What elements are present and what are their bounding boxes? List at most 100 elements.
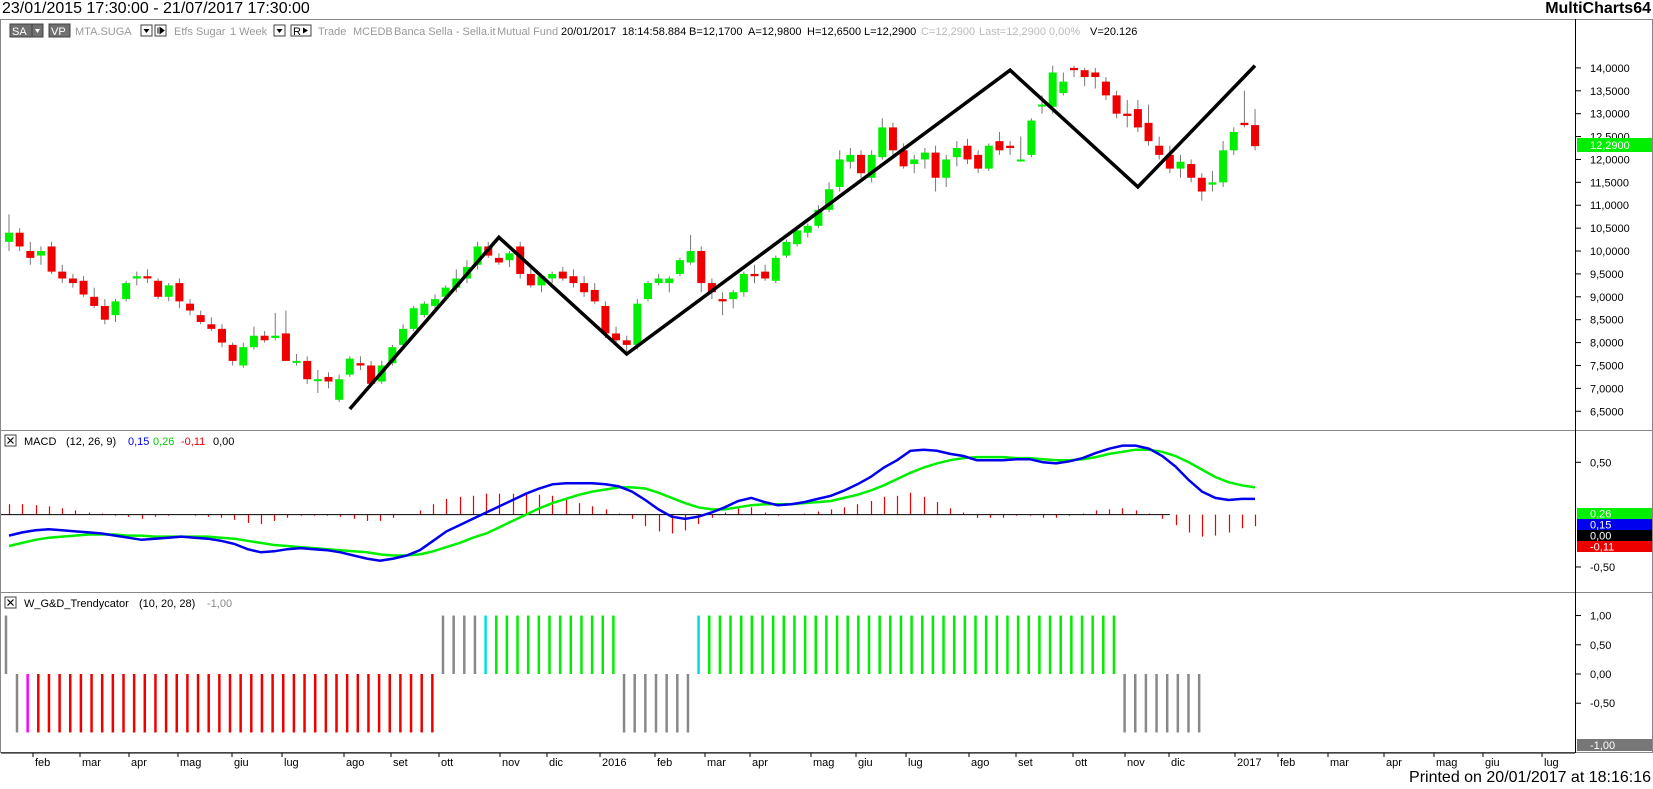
candle-body [707, 283, 716, 293]
macd-signal-line [8, 448, 1256, 557]
price-tick-label: 11,5000 [1590, 177, 1629, 189]
candle-body [335, 379, 344, 400]
price-tick-label: 7,5000 [1590, 360, 1624, 372]
time-tick-label: 2016 [602, 757, 626, 769]
candle-body [782, 241, 791, 256]
time-tick-label: dic [1171, 757, 1186, 769]
time-tick-label: lug [284, 757, 299, 769]
candle-body [345, 358, 354, 375]
macd-badge-label: 0,00 [1590, 531, 1611, 543]
zigzag-trendline [348, 64, 1257, 411]
vp-button[interactable] [48, 23, 71, 38]
time-tick-label: nov [1127, 757, 1145, 769]
chart-canvas[interactable]: SA VP MTA.SUGA Etfs Sugar 1 Week R Trade… [0, 0, 1653, 770]
candle-body [164, 285, 173, 297]
time-tick-label: ott [1075, 757, 1087, 769]
candle-body [601, 305, 610, 334]
trendycator-name: W_G&D_Trendycator [24, 598, 129, 610]
candle-body [846, 154, 855, 162]
candle-body [249, 335, 258, 348]
time-tick-label: 2017 [1237, 757, 1261, 769]
candle-body [505, 253, 514, 261]
time-tick-label: mag [1436, 757, 1457, 769]
candle-body [814, 209, 823, 226]
time-tick-label: lug [1544, 757, 1559, 769]
candle-body [942, 159, 951, 178]
candle-body [36, 251, 45, 256]
candle-body [718, 299, 727, 302]
printed-timestamp: Printed on 20/01/2017 at 18:16:16 [1409, 769, 1651, 786]
change-value: 0,00% [1049, 26, 1080, 38]
price-tick-label: 13,0000 [1590, 109, 1630, 121]
macd-line [8, 444, 1255, 562]
symbol-label[interactable]: MTA.SUGA [75, 26, 132, 38]
macd-panel[interactable] [0, 430, 1653, 593]
candle-body [1133, 109, 1142, 128]
candle-body [995, 141, 1004, 151]
candle-body [111, 301, 120, 316]
macd-badge [1577, 541, 1652, 552]
candle-body [633, 303, 642, 345]
candle-body [590, 289, 599, 302]
price-tick-label: 6,5000 [1590, 406, 1624, 418]
candle-body [878, 127, 887, 158]
candle-body [132, 276, 141, 279]
price-tick-label: 7,0000 [1590, 383, 1624, 395]
candle-body [654, 278, 663, 284]
time-tick-label: lug [908, 757, 923, 769]
trendycator-value-badge: -1,00 [1577, 739, 1652, 752]
trendycator-axis: 1,00 0,50 0,00 -0,50 [1576, 611, 1615, 710]
trend-tick-label: 0,00 [1590, 669, 1611, 681]
candle-body [218, 328, 226, 343]
time-tick-label: feb [657, 757, 672, 769]
macd-badge-label: -0,11 [1590, 542, 1614, 554]
trend-tick-label: 0,50 [1590, 640, 1611, 652]
trend-tick-label: 1,00 [1590, 611, 1611, 623]
time-tick-label: apr [752, 757, 768, 769]
candle-body [324, 376, 333, 382]
candle-body [1240, 122, 1249, 126]
candle-body [367, 365, 376, 384]
candle-body [516, 246, 525, 274]
candle-body [644, 283, 652, 300]
candle-body [931, 152, 940, 178]
candle-body [1155, 145, 1164, 155]
candle-body [26, 251, 35, 258]
macd-badge [1577, 530, 1652, 541]
resolution-label: 1 Week [230, 26, 268, 38]
time-tick-label: giu [1485, 757, 1500, 769]
candle-body [537, 276, 546, 286]
data-source: Trade [318, 26, 346, 38]
candle-body [888, 127, 897, 151]
candle-body [58, 271, 67, 279]
macd-badge-label: 0,26 [1590, 509, 1611, 521]
trendycator-params: (10, 20, 28) [139, 598, 195, 610]
time-tick-label: dic [549, 757, 564, 769]
trendycator-legend: W_G&D_Trendycator (10, 20, 28) -1,00 [4, 596, 232, 610]
r-button[interactable] [290, 24, 312, 37]
time-tick-label: ago [971, 757, 989, 769]
candle-body [825, 189, 834, 210]
candle-body [1229, 131, 1238, 151]
chevron-down-icon [143, 29, 150, 33]
trend-tick-label: -0,50 [1590, 698, 1615, 710]
price-panel[interactable] [0, 19, 1653, 431]
candle-body [569, 276, 578, 284]
candle-body [90, 296, 99, 306]
candle-body [15, 232, 24, 247]
chevron-down-icon [35, 29, 40, 33]
time-tick-label: giu [858, 757, 873, 769]
candle-body [675, 260, 684, 274]
time-tick-label: mar [1330, 757, 1349, 769]
macd-value-badges: 0,260,150,00-0,11 [1577, 508, 1652, 554]
candle-body [431, 299, 439, 306]
macd-value: 0,15 [128, 436, 149, 448]
candle-body [356, 363, 365, 366]
candle-body [452, 278, 461, 288]
volume-value: V=20.126 [1090, 26, 1137, 38]
macd-params: (12, 26, 9) [66, 436, 116, 448]
macd-axis: 0,50 -0,50 [1576, 457, 1615, 574]
exchange: MCEDB [353, 26, 393, 38]
candle-body [686, 251, 695, 263]
close-icon [7, 599, 14, 606]
